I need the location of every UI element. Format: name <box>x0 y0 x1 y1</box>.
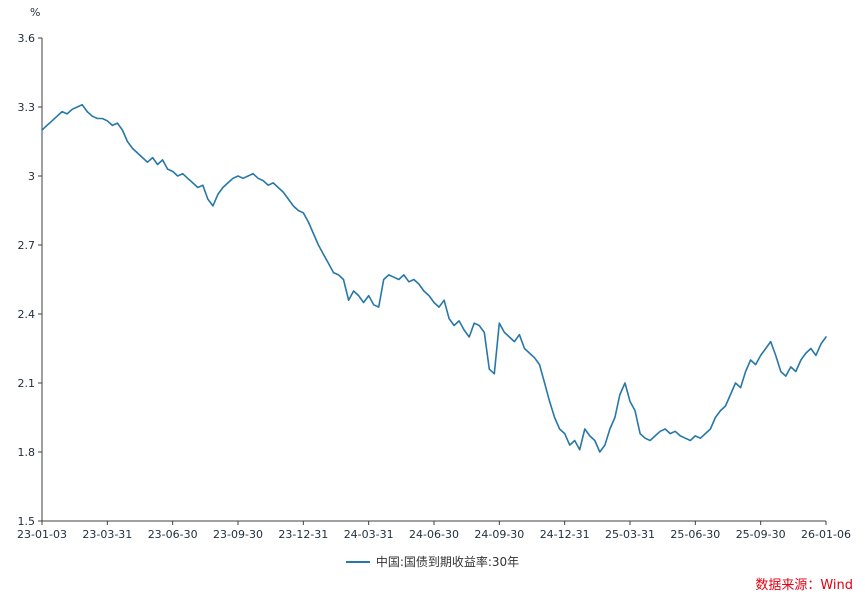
x-tick-label: 25-09-30 <box>736 528 786 541</box>
x-tick-label: 24-06-30 <box>409 528 459 541</box>
y-tick-label: 1.8 <box>18 446 36 459</box>
x-tick-label: 24-03-31 <box>344 528 394 541</box>
y-tick-label: 3 <box>28 170 35 183</box>
y-axis-unit-label: % <box>30 6 41 19</box>
x-tick-label: 24-09-30 <box>474 528 524 541</box>
x-tick-label: 26-01-06 <box>801 528 851 541</box>
y-tick-label: 3.3 <box>18 101 36 114</box>
x-tick-label: 23-01-03 <box>17 528 67 541</box>
x-tick-label: 23-12-31 <box>278 528 328 541</box>
y-tick-label: 3.6 <box>18 32 36 45</box>
x-tick-label: 24-12-31 <box>540 528 590 541</box>
y-tick-label: 2.7 <box>18 239 36 252</box>
legend-line-marker <box>345 560 370 563</box>
x-tick-label: 25-06-30 <box>670 528 720 541</box>
legend: 中国:国债到期收益率:30年 <box>0 553 865 570</box>
y-tick-label: 2.1 <box>18 377 36 390</box>
y-tick-label: 2.4 <box>18 308 36 321</box>
legend-label: 中国:国债到期收益率:30年 <box>375 555 520 569</box>
x-tick-label: 23-06-30 <box>148 528 198 541</box>
x-tick-label: 25-03-31 <box>605 528 655 541</box>
x-tick-label: 23-03-31 <box>82 528 132 541</box>
y-tick-label: 1.5 <box>18 515 36 528</box>
data-source-label: 数据来源：Wind <box>755 578 853 593</box>
x-tick-label: 23-09-30 <box>213 528 263 541</box>
yield-line <box>41 103 827 453</box>
